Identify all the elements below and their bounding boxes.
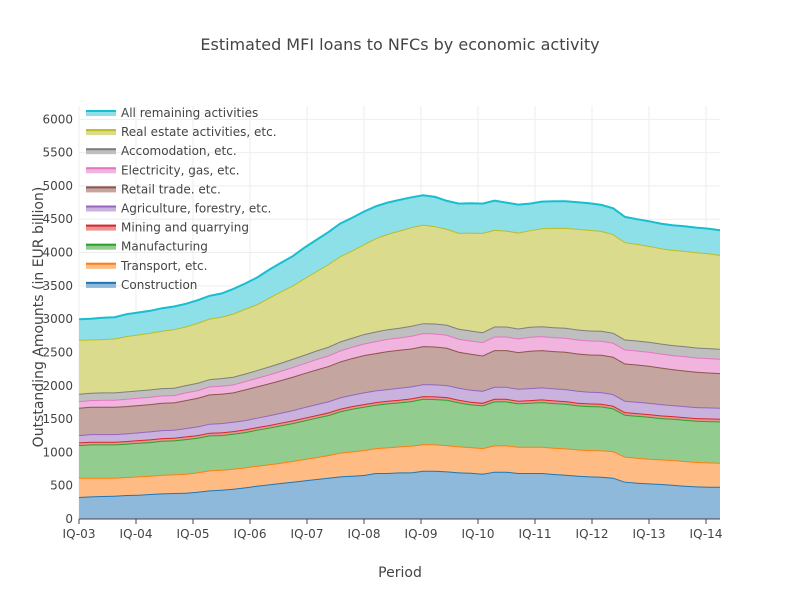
legend-item-agriculture-forestry-etc[interactable]: Agriculture, forestry, etc. (86, 202, 271, 216)
legend-label: Agriculture, forestry, etc. (121, 202, 271, 216)
y-tick-label: 5000 (42, 179, 73, 193)
x-tick-label: IQ-08 (348, 527, 381, 541)
legend-swatch (86, 129, 116, 136)
x-tick-label: IQ-10 (462, 527, 495, 541)
y-tick-label: 4000 (42, 246, 73, 260)
legend-item-electricity-gas-etc[interactable]: Electricity, gas, etc. (86, 163, 240, 177)
y-tick-label: 5500 (42, 146, 73, 160)
line-all-remaining-activities (78, 194, 721, 321)
area-all-remaining-activities (79, 195, 720, 340)
legend-item-mining-and-quarrying[interactable]: Mining and quarrying (86, 221, 249, 235)
legend-swatch (86, 205, 116, 212)
legend-swatch (86, 281, 116, 288)
legend-swatch (86, 148, 116, 155)
legend-swatch (86, 167, 116, 174)
legend-label: Transport, etc. (120, 259, 207, 273)
chart-title: Estimated MFI loans to NFCs by economic … (200, 35, 599, 54)
y-tick-label: 1000 (42, 445, 73, 459)
x-axis-title: Period (378, 565, 422, 581)
legend-swatch (86, 262, 116, 269)
legend-label: Construction (121, 278, 197, 292)
legend-swatch (86, 243, 116, 250)
legend-label: Accomodation, etc. (121, 144, 237, 158)
x-tick-label: IQ-07 (291, 527, 324, 541)
legend-item-all-remaining-activities[interactable]: All remaining activities (86, 106, 258, 120)
y-tick-label: 1500 (42, 412, 73, 426)
y-tick-label: 4500 (42, 212, 73, 226)
legend-item-retail-trade-etc[interactable]: Retail trade. etc. (86, 182, 221, 196)
legend: All remaining activities Real estate acti… (86, 106, 277, 292)
y-tick-label: 3000 (42, 312, 73, 326)
legend-label: All remaining activities (121, 106, 258, 120)
area-mining-and-quarrying (79, 396, 720, 446)
x-tick-label: IQ-03 (63, 527, 96, 541)
y-axis: 0 500 1000 1500 2000 2500 3000 3500 4000 4500 5000… (42, 112, 73, 526)
x-tick-label: IQ-13 (633, 527, 666, 541)
legend-swatch (86, 186, 116, 193)
legend-swatch (86, 110, 116, 116)
area-retail-trade-etc (79, 346, 720, 436)
x-tick-label: IQ-05 (177, 527, 210, 541)
legend-label: Real estate activities, etc. (121, 125, 277, 139)
x-tick-label: IQ-06 (234, 527, 267, 541)
x-tick-label: IQ-04 (120, 527, 153, 541)
x-tick-label: IQ-12 (576, 527, 609, 541)
area-construction (79, 470, 720, 519)
x-axis: IQ-03 IQ-04 IQ-05 IQ-06 IQ-07 IQ-08 IQ-09 IQ-10… (63, 519, 723, 541)
y-axis-title: Outstanding Amounts (in EUR billion) (31, 187, 47, 448)
legend-item-accomodation-etc[interactable]: Accomodation, etc. (86, 144, 237, 158)
y-tick-label: 2500 (42, 345, 73, 359)
legend-item-manufacturing[interactable]: Manufacturing (86, 240, 208, 254)
legend-label: Electricity, gas, etc. (121, 163, 240, 177)
area-transport-etc (79, 444, 720, 497)
area-manufacturing (79, 398, 720, 478)
x-tick-label: IQ-11 (519, 527, 552, 541)
legend-item-transport-etc[interactable]: Transport, etc. (86, 259, 207, 273)
legend-label: Retail trade. etc. (121, 182, 221, 196)
y-tick-label: 6000 (42, 112, 73, 126)
legend-item-real-estate-activities-etc[interactable]: Real estate activities, etc. (86, 125, 277, 139)
area-accomodation-etc (79, 323, 720, 402)
area-real-estate-activities-etc (79, 224, 720, 394)
x-tick-label: IQ-14 (690, 527, 723, 541)
y-tick-label: 3500 (42, 279, 73, 293)
area-electricity-gas-etc (79, 333, 720, 408)
area-series-group (78, 194, 721, 519)
legend-label: Manufacturing (121, 240, 208, 254)
legend-item-construction[interactable]: Construction (86, 278, 197, 292)
y-tick-label: 500 (50, 479, 73, 493)
legend-label: Mining and quarrying (121, 221, 249, 235)
y-tick-label: 0 (65, 512, 73, 526)
x-tick-label: IQ-09 (405, 527, 438, 541)
legend-swatch (86, 224, 116, 231)
area-agriculture-forestry-etc (79, 384, 720, 443)
y-tick-label: 2000 (42, 379, 73, 393)
